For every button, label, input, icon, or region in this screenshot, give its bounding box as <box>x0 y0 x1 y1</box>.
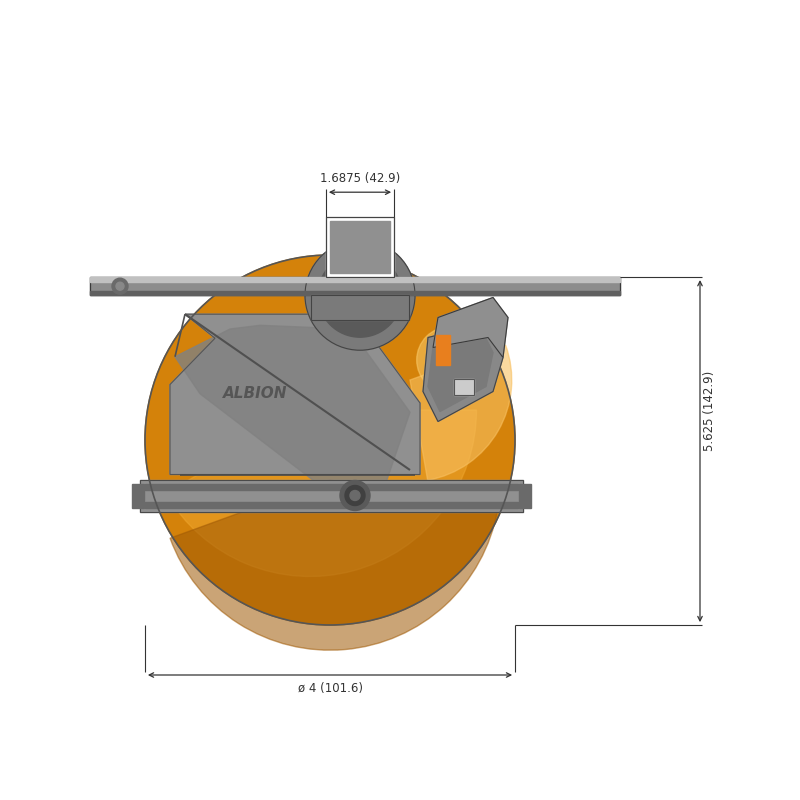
FancyBboxPatch shape <box>90 291 620 295</box>
FancyBboxPatch shape <box>145 502 518 507</box>
Circle shape <box>345 486 365 506</box>
Circle shape <box>116 282 124 290</box>
FancyBboxPatch shape <box>145 483 518 490</box>
Text: ø 4 (101.6): ø 4 (101.6) <box>298 682 362 695</box>
Wedge shape <box>410 345 512 480</box>
Circle shape <box>350 490 360 501</box>
FancyBboxPatch shape <box>519 483 531 507</box>
Text: 1.6875 (42.9): 1.6875 (42.9) <box>320 172 400 186</box>
Circle shape <box>318 253 402 338</box>
Wedge shape <box>166 410 477 577</box>
Polygon shape <box>170 314 420 474</box>
Text: 5.625 (142.9): 5.625 (142.9) <box>703 371 717 451</box>
FancyBboxPatch shape <box>330 222 390 274</box>
Polygon shape <box>428 333 493 411</box>
Circle shape <box>145 255 515 625</box>
Polygon shape <box>175 326 410 486</box>
FancyBboxPatch shape <box>436 334 450 365</box>
Circle shape <box>340 481 370 510</box>
Circle shape <box>417 326 483 394</box>
FancyBboxPatch shape <box>132 483 144 507</box>
Text: ALBION: ALBION <box>222 386 287 402</box>
FancyBboxPatch shape <box>140 479 523 511</box>
FancyBboxPatch shape <box>90 278 620 295</box>
FancyBboxPatch shape <box>311 295 409 320</box>
Circle shape <box>112 278 128 294</box>
FancyBboxPatch shape <box>454 378 474 394</box>
Polygon shape <box>423 322 503 422</box>
Polygon shape <box>433 298 508 358</box>
FancyBboxPatch shape <box>90 278 620 282</box>
Circle shape <box>305 240 415 350</box>
Wedge shape <box>170 480 498 650</box>
FancyBboxPatch shape <box>326 218 394 278</box>
